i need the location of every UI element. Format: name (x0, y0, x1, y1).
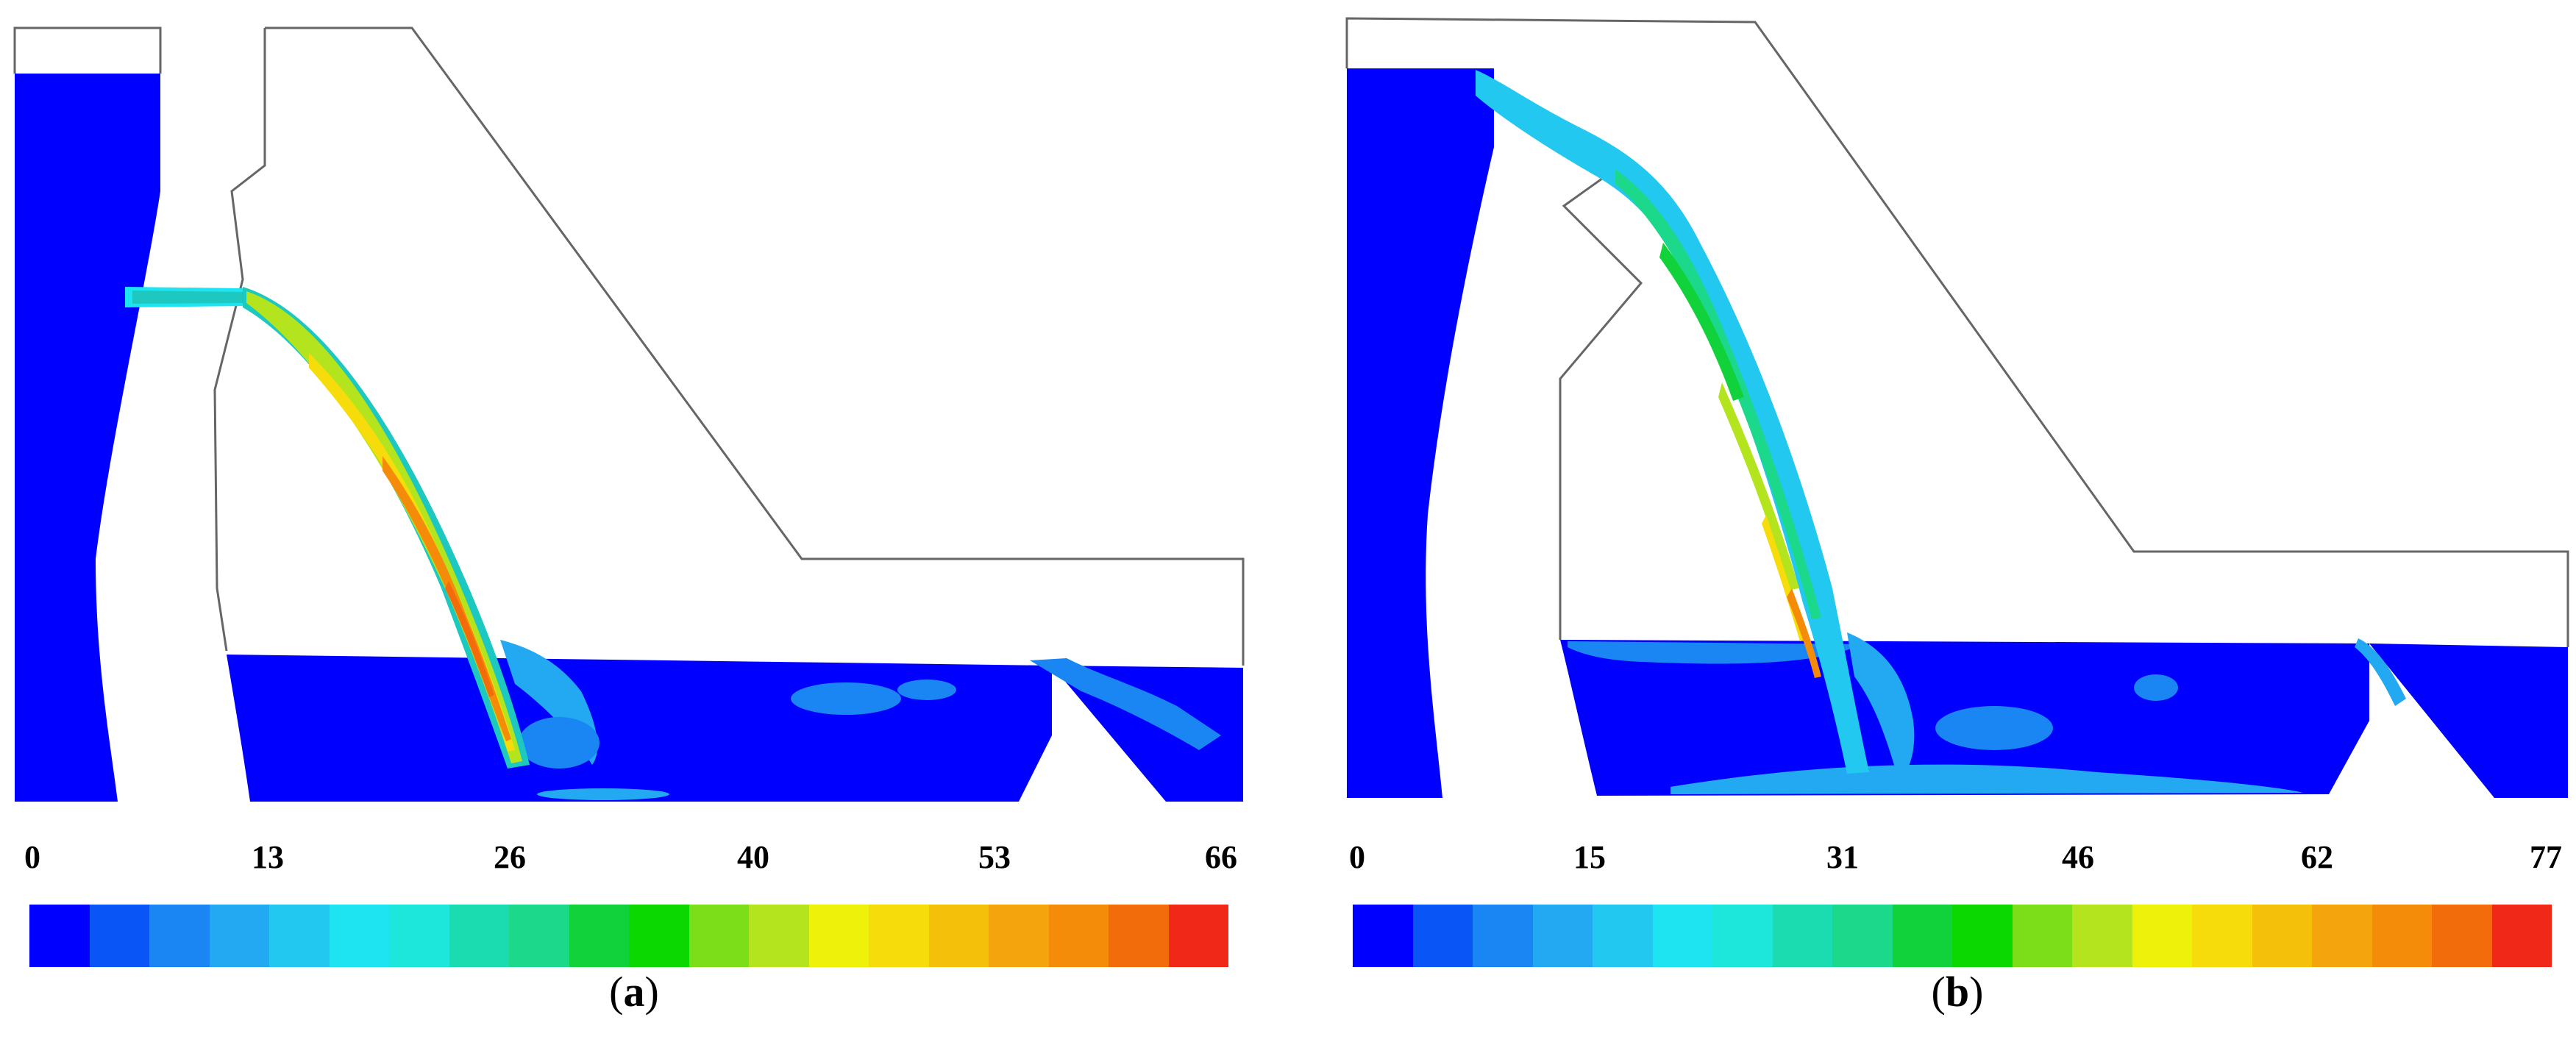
falling-jet (445, 581, 494, 697)
panel-a: 0 13 26 40 53 66 (a) (13, 26, 1245, 1016)
color-scale-swatch (808, 905, 869, 967)
color-scale-bar (1353, 905, 2552, 967)
color-scale-swatch (989, 905, 1049, 967)
intake-jet (132, 290, 243, 304)
color-scale-swatch (1168, 905, 1228, 967)
color-scale-swatch (749, 905, 809, 967)
pool-patch (537, 788, 669, 800)
color-scale-swatch (149, 905, 210, 967)
scale-tick: 0 (1349, 839, 1365, 875)
pool-patch (1847, 632, 1915, 780)
color-scale-swatch (1593, 905, 1653, 967)
scale-tick: 0 (24, 839, 40, 875)
scale-tick: 46 (2062, 839, 2094, 875)
scale-tick: 62 (2301, 839, 2333, 875)
tailwater-pool (227, 655, 1052, 802)
color-scale-swatch (928, 905, 989, 967)
color-scale-swatch (449, 905, 509, 967)
scale-tick: 31 (1826, 839, 1859, 875)
color-scale-swatch (1532, 905, 1593, 967)
dam-outline (1559, 168, 1643, 640)
color-scale-swatch (1353, 905, 1413, 967)
color-scale-swatch (1109, 905, 1169, 967)
pool-patch (519, 717, 599, 769)
color-scale-swatch (1473, 905, 1533, 967)
color-scale-swatch (1712, 905, 1773, 967)
color-scale-swatch (509, 905, 569, 967)
reservoir-water (15, 74, 160, 802)
color-scale-swatch (2192, 905, 2252, 967)
color-scale-bar (29, 905, 1228, 967)
scale-tick: 40 (737, 839, 769, 875)
panel-b: 0 15 31 46 62 77 (b) (1288, 0, 2576, 1059)
flow-field-b (1345, 17, 2569, 798)
color-scale-swatch (29, 905, 90, 967)
pool-patch (1030, 658, 1221, 750)
color-scale-swatch (2132, 905, 2192, 967)
color-scale-swatch (1892, 905, 1952, 967)
falling-jet (1615, 169, 1821, 619)
falling-jet (1787, 588, 1821, 678)
reservoir-water (1347, 68, 1494, 798)
pool-patch (2134, 674, 2178, 701)
tailwater-pool (1052, 666, 1243, 802)
dam-outline (1345, 17, 2569, 647)
color-scale-swatch (689, 905, 749, 967)
scale-tick: 13 (252, 839, 284, 875)
color-scale-swatch (2432, 905, 2492, 967)
color-scale-swatch (1412, 905, 1473, 967)
dam-outline (13, 26, 162, 74)
flow-field-a (13, 26, 1245, 802)
falling-jet (1718, 382, 1799, 590)
color-scale-swatch (1832, 905, 1893, 967)
scale-tick: 15 (1573, 839, 1606, 875)
color-scale-swatch (869, 905, 929, 967)
pool-patch (897, 680, 956, 700)
color-scale-swatch (2252, 905, 2312, 967)
color-scale-swatch (1652, 905, 1712, 967)
color-scale-swatch (2012, 905, 2072, 967)
color-scale-swatch (2072, 905, 2132, 967)
color-scale-swatch (209, 905, 269, 967)
pool-patch (1671, 764, 2303, 794)
dam-outline (265, 26, 1245, 666)
pool-patch (2355, 638, 2406, 706)
scale-tick: 53 (978, 839, 1011, 875)
pool-patch (1568, 641, 1862, 664)
color-scale-swatch (1048, 905, 1109, 967)
color-scale-swatch (2372, 905, 2432, 967)
pool-patch (791, 682, 901, 715)
scale-tick: 26 (494, 839, 526, 875)
falling-jet (383, 456, 511, 741)
color-scale-swatch (89, 905, 149, 967)
falling-jet (1659, 243, 1744, 401)
tailwater-pool (2369, 643, 2568, 798)
dam-outline (213, 28, 266, 652)
color-scale-swatch (1952, 905, 2013, 967)
scale-tick: 77 (2530, 839, 2562, 875)
falling-jet (1476, 70, 1869, 774)
color-scale-swatch (269, 905, 330, 967)
scale-tick: 66 (1205, 839, 1237, 875)
color-scale-swatch (389, 905, 449, 967)
color-scale-swatch (2491, 905, 2552, 967)
color-scale-swatch (569, 905, 629, 967)
pool-patch (1935, 706, 2053, 750)
color-scale-swatch (629, 905, 689, 967)
color-scale-swatch (329, 905, 389, 967)
color-scale-swatch (2312, 905, 2372, 967)
panel-caption: (a) (609, 968, 659, 1016)
panel-caption: (b) (1931, 968, 1984, 1016)
color-scale-swatch (1772, 905, 1832, 967)
